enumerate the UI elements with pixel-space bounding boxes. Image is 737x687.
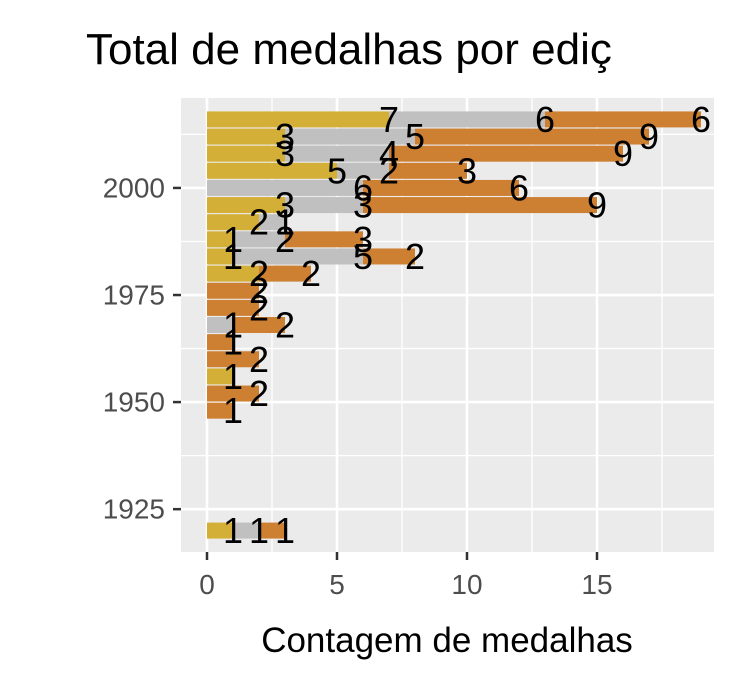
data-label-bronze-1964: 1 — [223, 322, 243, 363]
bar-silver-2012 — [285, 128, 415, 145]
bar-silver-1920 — [233, 522, 259, 539]
data-label-bronze-2012: 9 — [639, 116, 659, 157]
bar-bronze-2012 — [415, 128, 649, 145]
bar-silver-2016 — [389, 111, 545, 128]
data-label-gold-1996: 3 — [275, 185, 295, 226]
data-label-gold-1988: 1 — [223, 219, 243, 260]
data-label-bronze-2000: 6 — [509, 167, 529, 208]
bar-silver-1992 — [259, 214, 285, 231]
y-tick-label: 2000 — [103, 172, 165, 203]
data-label-bronze-1988: 3 — [353, 219, 373, 260]
bar-bronze-1988 — [285, 231, 363, 248]
data-label-silver-2008: 4 — [379, 133, 399, 174]
x-tick-label: 5 — [329, 569, 345, 600]
bar-bronze-1980 — [259, 265, 311, 282]
bar-bronze-1972 — [207, 299, 259, 316]
bar-silver-1988 — [233, 231, 285, 248]
bar-bronze-1960 — [207, 351, 259, 368]
data-label-bronze-1960: 2 — [249, 339, 269, 380]
x-tick-label: 0 — [199, 569, 215, 600]
data-label-silver-1984: 5 — [353, 236, 373, 277]
bar-gold-1980 — [207, 265, 259, 282]
bar-silver-1968 — [207, 317, 233, 333]
data-label-gold-2004: 5 — [327, 150, 347, 191]
bar-gold-2008 — [207, 145, 285, 162]
data-label-bronze-1952: 2 — [249, 373, 269, 414]
bar-bronze-2008 — [389, 145, 623, 162]
data-label-silver-1920: 1 — [249, 510, 269, 551]
data-label-bronze-2004: 3 — [457, 150, 477, 191]
data-label-bronze-2016: 6 — [691, 99, 711, 140]
bar-gold-2012 — [207, 128, 285, 145]
data-label-bronze-1980: 2 — [301, 253, 321, 294]
bar-bronze-2000 — [363, 179, 519, 196]
x-axis-label: Contagem de medalhas — [261, 621, 633, 660]
data-label-silver-2004: 2 — [379, 150, 399, 191]
x-tick-label: 15 — [581, 569, 612, 600]
bar-gold-1920 — [207, 522, 233, 539]
data-label-gold-1920: 1 — [223, 510, 243, 551]
bar-bronze-2004 — [389, 162, 467, 179]
y-tick-label: 1925 — [103, 494, 165, 525]
data-label-bronze-1948: 1 — [223, 390, 243, 431]
data-label-silver-1992: 1 — [275, 202, 295, 243]
bar-bronze-1964 — [207, 334, 233, 351]
data-label-gold-1984: 1 — [223, 236, 243, 277]
data-label-gold-1980: 2 — [249, 253, 269, 294]
bar-bronze-1996 — [363, 197, 597, 214]
bar-bronze-2016 — [545, 111, 701, 128]
bar-bronze-1952 — [207, 385, 259, 402]
data-label-silver-1968: 1 — [223, 305, 243, 346]
data-label-silver-1996: 3 — [353, 185, 373, 226]
y-tick-label: 1975 — [103, 280, 165, 311]
bar-gold-1992 — [207, 214, 259, 231]
data-label-gold-2012: 3 — [275, 116, 295, 157]
bar-bronze-1984 — [363, 248, 415, 265]
bar-silver-1984 — [233, 248, 363, 265]
data-label-bronze-1920: 1 — [275, 510, 295, 551]
bar-bronze-1920 — [259, 522, 285, 539]
data-label-gold-2016: 7 — [379, 99, 399, 140]
bar-gold-2004 — [207, 162, 337, 179]
data-label-silver-1988: 2 — [275, 219, 295, 260]
bar-bronze-1976 — [207, 282, 259, 299]
data-label-silver-2016: 6 — [535, 99, 555, 140]
bar-silver-2008 — [285, 145, 389, 162]
bar-bronze-1948 — [207, 402, 233, 419]
data-label-silver-2000: 6 — [353, 167, 373, 208]
bar-gold-1988 — [207, 231, 233, 248]
bar-gold-1984 — [207, 248, 233, 265]
y-tick-label: 1950 — [103, 387, 165, 418]
data-label-bronze-1976: 2 — [249, 270, 269, 311]
data-label-gold-1992: 2 — [249, 202, 269, 243]
bar-silver-2004 — [337, 162, 389, 179]
data-label-bronze-1968: 2 — [275, 305, 295, 346]
data-label-silver-2012: 5 — [405, 116, 425, 157]
data-label-bronze-1996: 9 — [587, 185, 607, 226]
bar-gold-1956 — [207, 368, 233, 385]
bar-layer — [207, 111, 701, 539]
bar-silver-1996 — [285, 197, 363, 214]
chart-title: Total de medalhas por ediç — [86, 25, 612, 74]
bar-silver-2000 — [207, 179, 363, 196]
data-label-bronze-1984: 2 — [405, 236, 425, 277]
x-tick-label: 10 — [451, 569, 482, 600]
bar-gold-1996 — [207, 197, 285, 214]
data-label-bronze-1972: 2 — [249, 287, 269, 328]
data-label-bronze-2008: 9 — [613, 133, 633, 174]
bar-bronze-1968 — [233, 317, 285, 333]
data-label-gold-1956: 1 — [223, 356, 243, 397]
data-label-gold-2008: 3 — [275, 133, 295, 174]
bar-gold-2016 — [207, 111, 389, 128]
